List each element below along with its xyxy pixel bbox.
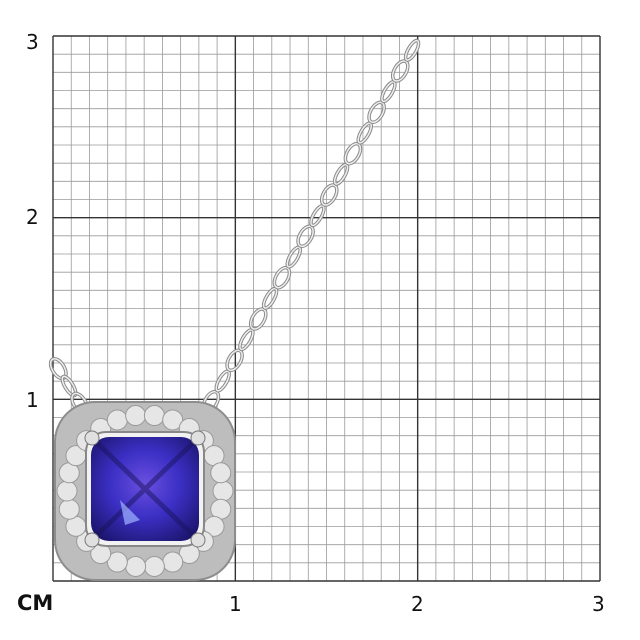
x-tick-3: 3 [592,592,605,616]
x-tick-1: 1 [229,592,242,616]
chain-link [357,122,372,144]
halo-diamond [162,551,184,573]
chain-link [249,308,267,330]
halo-diamond [143,405,165,427]
y-tick-1: 1 [26,388,39,412]
chain-link [215,370,230,392]
halo-diamond [125,405,147,427]
chain-link [333,163,349,185]
chain-link [368,101,385,124]
y-tick-3: 3 [26,30,39,54]
y-tick-2: 2 [26,205,39,229]
chain-link [310,205,325,227]
chain-link [273,266,291,289]
prong [190,430,206,446]
halo-diamond [125,555,147,577]
gem-facet [120,500,140,525]
prong [84,430,100,446]
prong [84,532,100,548]
halo-diamond [162,409,184,431]
halo-diamond [106,409,128,431]
chain-link [404,39,420,61]
chain-link [226,349,243,372]
halo-diamond [143,555,165,577]
halo-diamond [56,480,78,502]
prong [190,532,206,548]
halo-diamond [58,498,80,520]
gem-facet [93,439,197,539]
halo-diamond [210,462,232,484]
chain-link [391,60,409,82]
unit-label: CM [17,591,54,615]
chain-link [320,184,338,206]
halo-diamond [106,551,128,573]
chain-link [381,81,396,103]
chain-link [262,287,278,309]
halo-diamond [212,480,234,502]
x-tick-2: 2 [411,592,424,616]
chain-link [286,246,301,268]
chain-link [344,142,362,165]
chain-link [239,329,254,351]
chain-link [297,225,314,248]
